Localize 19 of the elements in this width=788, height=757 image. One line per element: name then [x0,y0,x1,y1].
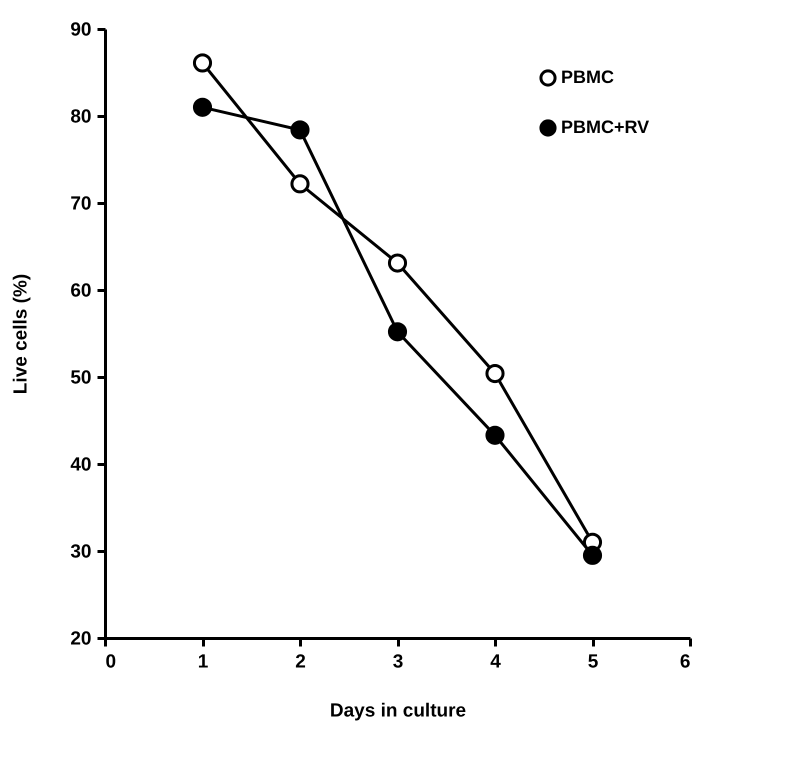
y-axis-title: Live cells (%) [10,274,32,394]
x-tick-label: 0 [106,652,116,672]
x-tick-label: 3 [392,652,404,672]
y-tick-label: 70 [70,194,92,214]
y-tick-label: 90 [70,20,92,40]
x-axis-title: Days in culture [330,700,466,722]
x-tick-label: 1 [198,652,209,672]
y-tick-label: 80 [70,106,92,128]
y-tick-label: 50 [70,368,92,388]
y-tick-label: 30 [70,542,92,562]
x-tick-label: 6 [680,652,690,672]
y-tick-label: 20 [70,628,92,650]
y-tick-label: 40 [70,454,92,476]
legend-label: PBMC [561,67,614,87]
x-tick-label: 4 [490,652,502,672]
x-tick-label: 2 [295,652,306,672]
x-tick-label: 5 [588,652,599,672]
legend-label: PBMC+RV [561,117,650,137]
y-tick-label: 60 [70,280,92,302]
